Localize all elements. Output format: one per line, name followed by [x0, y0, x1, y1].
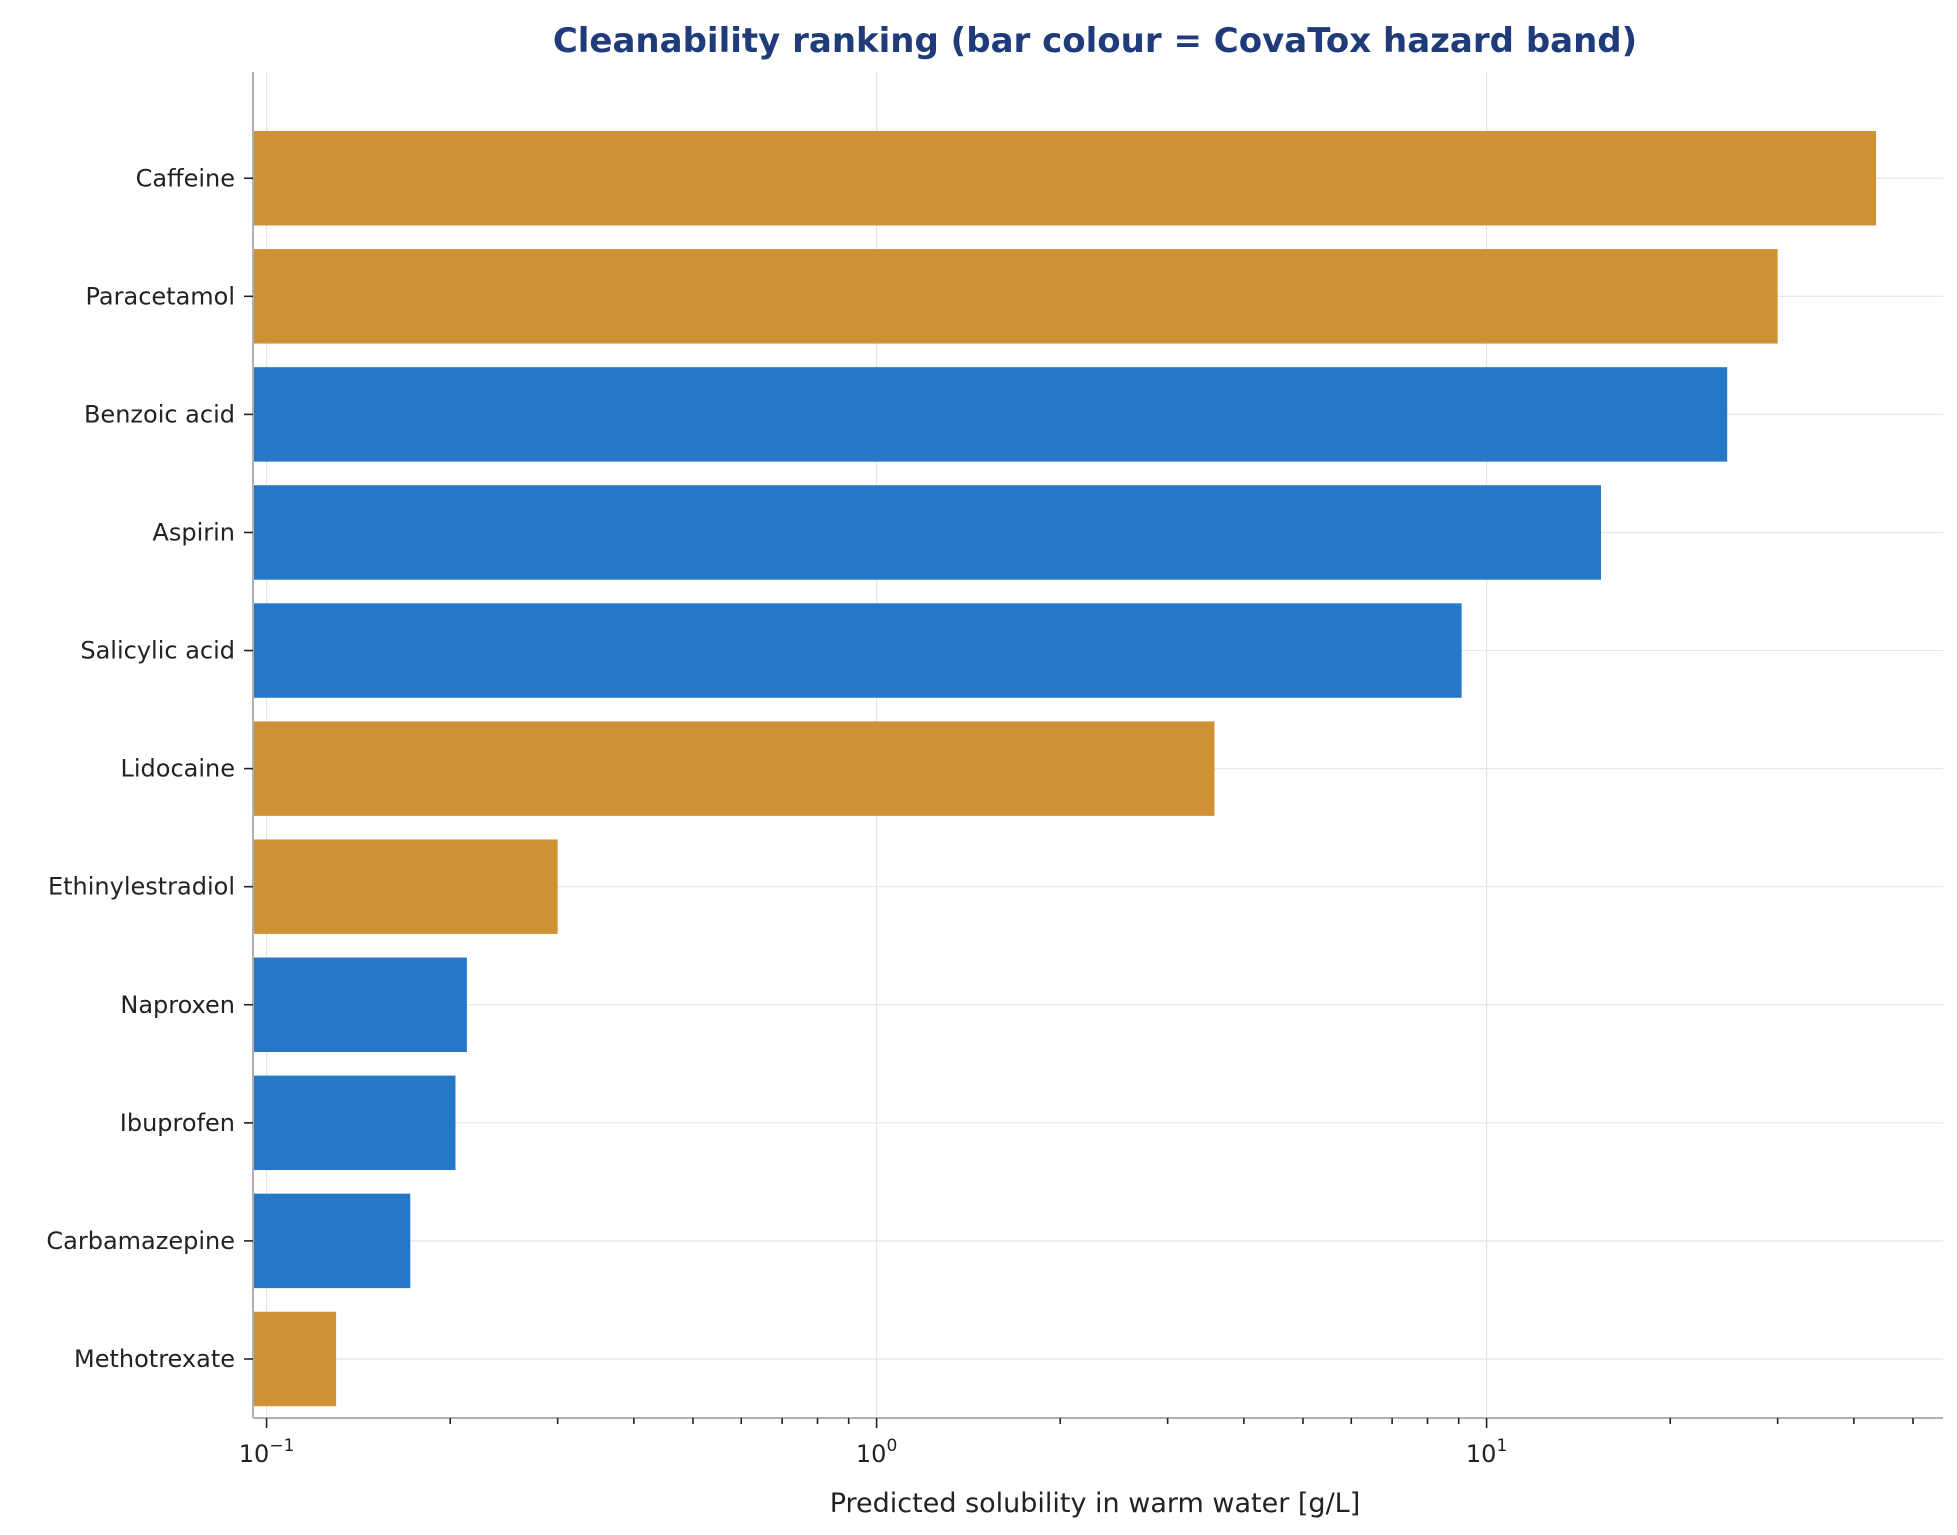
bar-layer: [253, 131, 1877, 1407]
y-tick-label: Lidocaine: [120, 755, 235, 783]
y-tick-label: Carbamazepine: [46, 1227, 235, 1255]
y-tick-label: Paracetamol: [86, 282, 235, 310]
bar-ibuprofen: [253, 1075, 456, 1171]
y-tick-label: Methotrexate: [74, 1345, 235, 1373]
y-tick-label: Ethinylestradiol: [48, 873, 235, 901]
x-tick-label: 100: [856, 1436, 897, 1468]
y-tick-label: Caffeine: [136, 164, 235, 192]
x-tick-label: 10−1: [239, 1436, 295, 1468]
bar-caffeine: [253, 131, 1877, 226]
chart-title: Cleanability ranking (bar colour = CovaT…: [553, 21, 1637, 61]
bar-lidocaine: [253, 721, 1215, 816]
y-tick-label: Naproxen: [120, 991, 235, 1019]
x-axis-label: Predicted solubility in warm water [g/L]: [830, 1488, 1361, 1519]
bar-aspirin: [253, 485, 1601, 580]
bar-paracetamol: [253, 249, 1778, 344]
bar-methotrexate: [253, 1311, 337, 1407]
bar-benzoic-acid: [253, 367, 1728, 462]
y-tick-label: Benzoic acid: [84, 400, 235, 428]
x-tick-label: 101: [1466, 1436, 1507, 1468]
y-tick-label: Aspirin: [152, 518, 235, 546]
bar-carbamazepine: [253, 1193, 411, 1289]
bar-naproxen: [253, 957, 467, 1052]
y-tick-label: Salicylic acid: [80, 637, 235, 665]
axis-layer: Caffeine Paracetamol Benzoic acid Aspirin Sa…: [46, 72, 1943, 1468]
y-tick-label: Ibuprofen: [120, 1109, 235, 1137]
bar-salicylic-acid: [253, 603, 1462, 698]
bar-ethinylestradiol: [253, 839, 558, 934]
